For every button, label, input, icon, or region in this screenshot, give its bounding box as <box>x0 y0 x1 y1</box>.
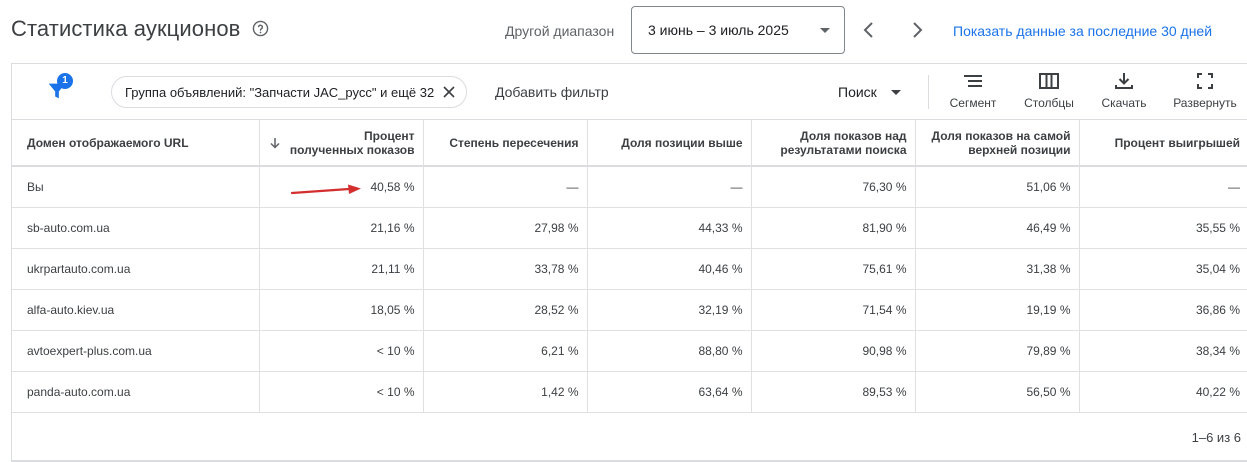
cell-impression-share: 18,05 % <box>259 289 424 331</box>
cell-overlap: — <box>423 166 588 208</box>
add-filter-button[interactable]: Добавить фильтр <box>495 84 609 100</box>
cell-impression-share: 40,58 % <box>259 166 424 208</box>
filter-chip[interactable]: Группа объявлений: "Запчасти JAC_русс" и… <box>111 76 467 108</box>
table-toolbar: 1 Группа объявлений: "Запчасти JAC_русс"… <box>12 64 1247 120</box>
cell-outranking: 40,22 % <box>1079 371 1247 413</box>
table-row: alfa-auto.kiev.ua 18,05 % 28,52 % 32,19 … <box>12 289 1247 331</box>
cell-impression-share: 21,11 % <box>259 248 424 290</box>
cell-position-above: 32,19 % <box>587 289 752 331</box>
cell-top-rate: 75,61 % <box>751 248 916 290</box>
col-header-abs-top-rate[interactable]: Доля показов на самой верхней позиции <box>915 120 1080 167</box>
cell-overlap: 28,52 % <box>423 289 588 331</box>
download-icon <box>1115 73 1133 89</box>
cell-outranking: 35,04 % <box>1079 248 1247 290</box>
expand-icon <box>1197 73 1213 89</box>
cell-top-rate: 76,30 % <box>751 166 916 208</box>
page-header: Статистика аукционов Другой диапазон 3 и… <box>0 0 1247 63</box>
cell-outranking: 38,34 % <box>1079 330 1247 372</box>
cell-position-above: 88,80 % <box>587 330 752 372</box>
cell-abs-top-rate: 19,19 % <box>915 289 1080 331</box>
last-30-days-link[interactable]: Показать данные за последние 30 дней <box>953 23 1213 39</box>
cell-position-above: — <box>587 166 752 208</box>
cell-overlap: 1,42 % <box>423 371 588 413</box>
chevron-left-icon[interactable] <box>857 18 881 42</box>
segment-button[interactable]: Сегмент <box>942 72 1004 110</box>
auction-table: Домен отображаемого URL Процент полученн… <box>12 120 1247 413</box>
columns-icon <box>1039 73 1059 89</box>
columns-label: Столбцы <box>1024 96 1074 110</box>
range-label: Другой диапазон <box>505 23 615 39</box>
cell-impression-share: < 10 % <box>259 330 424 372</box>
cell-domain: panda-auto.com.ua <box>12 371 260 413</box>
col-header-impression-share-label: Процент полученных показов <box>289 128 415 157</box>
table-header-row: Домен отображаемого URL Процент полученн… <box>12 120 1247 167</box>
caret-down-icon <box>891 90 901 95</box>
columns-button[interactable]: Столбцы <box>1017 72 1081 110</box>
cell-abs-top-rate: 56,50 % <box>915 371 1080 413</box>
pagination-info: 1–6 из 6 <box>1191 430 1241 445</box>
expand-label: Развернуть <box>1173 96 1237 110</box>
col-header-impression-share[interactable]: Процент полученных показов <box>259 120 424 167</box>
col-header-overlap[interactable]: Степень пересечения <box>423 120 588 167</box>
cell-overlap: 6,21 % <box>423 330 588 372</box>
arrow-down-icon <box>269 137 280 149</box>
col-header-outranking[interactable]: Процент выигрышей <box>1079 120 1247 167</box>
date-range-text: 3 июнь – 3 июль 2025 <box>648 22 789 38</box>
cell-impression-share: 21,16 % <box>259 207 424 249</box>
filter-count-badge: 1 <box>57 73 73 89</box>
table-row: sb-auto.com.ua 21,16 % 27,98 % 44,33 % 8… <box>12 207 1247 249</box>
cell-domain: Вы <box>12 166 260 208</box>
col-header-domain[interactable]: Домен отображаемого URL <box>12 120 260 167</box>
search-dropdown[interactable]: Поиск <box>838 84 877 100</box>
cell-domain: ukrpartauto.com.ua <box>12 248 260 290</box>
cell-top-rate: 89,53 % <box>751 371 916 413</box>
cell-domain: alfa-auto.kiev.ua <box>12 289 260 331</box>
cell-top-rate: 90,98 % <box>751 330 916 372</box>
cell-abs-top-rate: 31,38 % <box>915 248 1080 290</box>
cell-abs-top-rate: 79,89 % <box>915 330 1080 372</box>
cell-position-above: 63,64 % <box>587 371 752 413</box>
cell-outranking: 36,86 % <box>1079 289 1247 331</box>
cell-top-rate: 81,90 % <box>751 207 916 249</box>
filter-chip-label: Группа объявлений: "Запчасти JAC_русс" и… <box>125 85 435 100</box>
table-row: Вы 40,58 % — — 76,30 % 51,06 % — <box>12 166 1247 208</box>
download-label: Скачать <box>1101 96 1147 110</box>
auction-insights-card: 1 Группа объявлений: "Запчасти JAC_русс"… <box>11 63 1247 462</box>
cell-overlap: 33,78 % <box>423 248 588 290</box>
cell-abs-top-rate: 51,06 % <box>915 166 1080 208</box>
cell-position-above: 40,46 % <box>587 248 752 290</box>
chevron-right-icon[interactable] <box>905 18 929 42</box>
date-range-picker[interactable]: 3 июнь – 3 июль 2025 <box>631 6 845 54</box>
col-header-top-rate[interactable]: Доля показов над результатами поиска <box>751 120 916 167</box>
cell-position-above: 44,33 % <box>587 207 752 249</box>
caret-down-icon <box>820 28 830 33</box>
help-icon[interactable] <box>252 20 269 37</box>
segment-icon <box>964 75 982 87</box>
table-row: panda-auto.com.ua < 10 % 1,42 % 63,64 % … <box>12 371 1247 413</box>
download-button[interactable]: Скачать <box>1093 72 1155 110</box>
segment-label: Сегмент <box>949 96 997 110</box>
cell-top-rate: 71,54 % <box>751 289 916 331</box>
col-header-position-above[interactable]: Доля позиции выше <box>587 120 752 167</box>
cell-abs-top-rate: 46,49 % <box>915 207 1080 249</box>
cell-domain: avtoexpert-plus.com.ua <box>12 330 260 372</box>
annotation-arrow-icon <box>291 184 361 195</box>
page-title: Статистика аукционов <box>11 16 241 41</box>
close-icon[interactable] <box>442 85 456 99</box>
table-row: avtoexpert-plus.com.ua < 10 % 6,21 % 88,… <box>12 330 1247 372</box>
cell-overlap: 27,98 % <box>423 207 588 249</box>
cell-domain: sb-auto.com.ua <box>12 207 260 249</box>
expand-button[interactable]: Развернуть <box>1165 72 1245 110</box>
card-bottom-border <box>12 460 1247 462</box>
table-row: ukrpartauto.com.ua 21,11 % 33,78 % 40,46… <box>12 248 1247 290</box>
cell-impression-share: < 10 % <box>259 371 424 413</box>
cell-outranking: — <box>1079 166 1247 208</box>
cell-outranking: 35,55 % <box>1079 207 1247 249</box>
toolbar-divider <box>928 75 929 109</box>
